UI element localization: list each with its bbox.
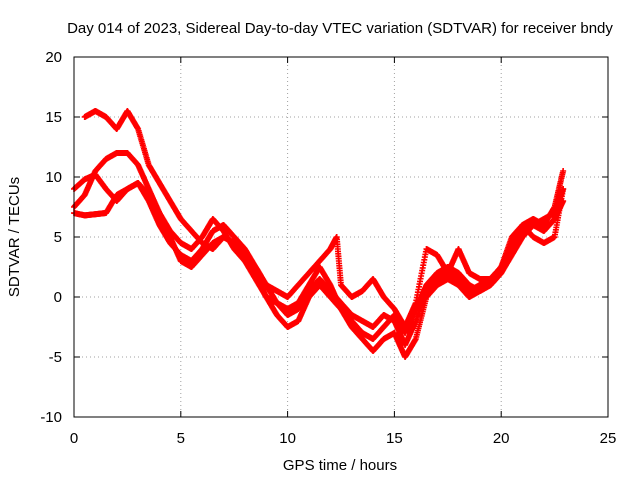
x-tick-label: 20 [493, 430, 510, 447]
x-axis-ticks: 0 5 10 15 20 25 [70, 57, 617, 447]
y-tick-label: 20 [45, 49, 62, 66]
data-points [71, 108, 567, 360]
data-point [560, 168, 567, 174]
y-tick-label: -10 [40, 409, 62, 426]
x-tick-label: 5 [177, 430, 185, 447]
x-axis-label: GPS time / hours [283, 457, 397, 474]
x-tick-label: 15 [386, 430, 403, 447]
y-tick-label: -5 [49, 349, 62, 366]
series-track-a [71, 150, 567, 342]
y-tick-label: 5 [54, 229, 62, 246]
y-tick-label: 0 [54, 289, 62, 306]
x-tick-label: 0 [70, 430, 78, 447]
series-track-c [71, 180, 567, 360]
x-tick-label: 10 [279, 430, 296, 447]
grid-lines [74, 57, 608, 417]
data-point [560, 186, 567, 192]
y-axis-ticks: -10 -5 0 5 10 15 20 [40, 49, 608, 426]
y-axis-label: SDTVAR / TECUs [6, 177, 23, 297]
x-tick-label: 25 [600, 430, 617, 447]
series-track-d [81, 108, 567, 330]
y-tick-label: 10 [45, 169, 62, 186]
y-tick-label: 15 [45, 109, 62, 126]
chart-title: Day 014 of 2023, Sidereal Day-to-day VTE… [67, 20, 613, 37]
